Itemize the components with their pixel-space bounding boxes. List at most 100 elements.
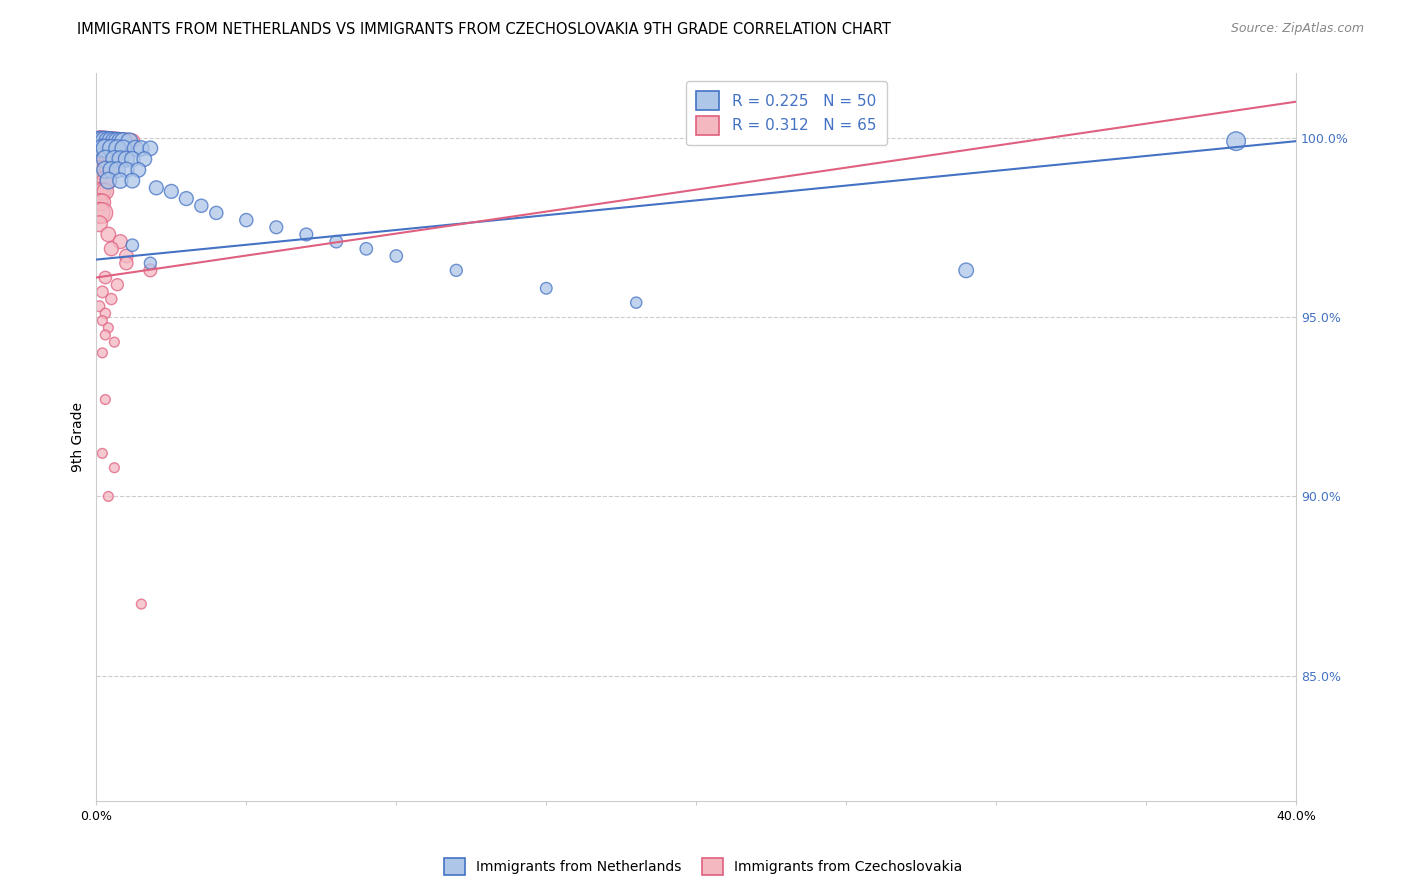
Point: [91, 285, 114, 299]
Point: [118, 134, 141, 148]
Point: [105, 141, 128, 155]
Point: [139, 263, 162, 277]
Point: [176, 192, 198, 206]
Point: [89, 217, 111, 231]
Point: [121, 152, 143, 166]
Point: [112, 141, 135, 155]
Point: [91, 134, 114, 148]
Point: [100, 134, 122, 148]
Point: [103, 152, 125, 166]
Point: [91, 185, 114, 199]
Point: [385, 249, 408, 263]
Point: [89, 152, 111, 166]
Point: [97, 162, 120, 177]
Point: [89, 134, 111, 148]
Point: [97, 141, 120, 155]
Point: [89, 134, 111, 148]
Point: [97, 134, 120, 148]
Point: [115, 162, 138, 177]
Point: [94, 141, 117, 155]
Point: [100, 242, 122, 256]
Point: [100, 162, 122, 177]
Point: [91, 134, 114, 148]
Point: [127, 162, 149, 177]
Point: [112, 134, 135, 148]
Point: [266, 220, 288, 235]
Point: [97, 174, 120, 188]
Point: [115, 152, 138, 166]
Point: [89, 299, 111, 313]
Point: [536, 281, 558, 295]
Point: [100, 141, 122, 155]
Point: [97, 320, 120, 334]
Point: [115, 256, 138, 270]
Point: [94, 152, 117, 166]
Point: [91, 346, 114, 360]
Point: [91, 174, 114, 188]
Point: [100, 152, 122, 166]
Point: [139, 256, 162, 270]
Point: [94, 185, 117, 199]
Point: [103, 134, 125, 148]
Point: [89, 141, 111, 155]
Point: [100, 141, 122, 155]
Point: [110, 174, 132, 188]
Text: IMMIGRANTS FROM NETHERLANDS VS IMMIGRANTS FROM CZECHOSLOVAKIA 9TH GRADE CORRELAT: IMMIGRANTS FROM NETHERLANDS VS IMMIGRANT…: [77, 22, 891, 37]
Point: [89, 185, 111, 199]
Point: [121, 238, 143, 252]
Point: [91, 195, 114, 210]
Point: [103, 335, 125, 350]
Point: [89, 162, 111, 177]
Point: [94, 162, 117, 177]
Point: [110, 152, 132, 166]
Point: [103, 152, 125, 166]
Point: [97, 134, 120, 148]
Point: [356, 242, 378, 256]
Point: [91, 152, 114, 166]
Point: [94, 327, 117, 342]
Point: [94, 270, 117, 285]
Point: [94, 152, 117, 166]
Point: [105, 134, 128, 148]
Point: [124, 141, 146, 155]
Point: [1225, 134, 1247, 148]
Point: [91, 141, 114, 155]
Point: [94, 134, 117, 148]
Point: [91, 206, 114, 220]
Point: [446, 263, 468, 277]
Point: [121, 134, 143, 148]
Point: [325, 235, 347, 249]
Point: [97, 152, 120, 166]
Point: [91, 141, 114, 155]
Point: [110, 141, 132, 155]
Y-axis label: 9th Grade: 9th Grade: [72, 402, 86, 472]
Point: [110, 134, 132, 148]
Point: [205, 206, 228, 220]
Point: [94, 392, 117, 407]
Point: [91, 162, 114, 177]
Point: [103, 460, 125, 475]
Point: [112, 134, 135, 148]
Point: [626, 295, 648, 310]
Point: [89, 174, 111, 188]
Point: [97, 174, 120, 188]
Point: [91, 313, 114, 327]
Point: [94, 134, 117, 148]
Point: [110, 235, 132, 249]
Point: [97, 227, 120, 242]
Legend: R = 0.225   N = 50, R = 0.312   N = 65: R = 0.225 N = 50, R = 0.312 N = 65: [686, 80, 887, 145]
Point: [100, 162, 122, 177]
Point: [105, 277, 128, 292]
Point: [94, 174, 117, 188]
Point: [118, 134, 141, 148]
Point: [115, 249, 138, 263]
Point: [110, 134, 132, 148]
Point: [89, 206, 111, 220]
Legend: Immigrants from Netherlands, Immigrants from Czechoslovakia: Immigrants from Netherlands, Immigrants …: [439, 853, 967, 880]
Point: [100, 292, 122, 306]
Point: [94, 306, 117, 320]
Point: [190, 199, 212, 213]
Point: [131, 597, 153, 611]
Point: [131, 141, 153, 155]
Point: [100, 134, 122, 148]
